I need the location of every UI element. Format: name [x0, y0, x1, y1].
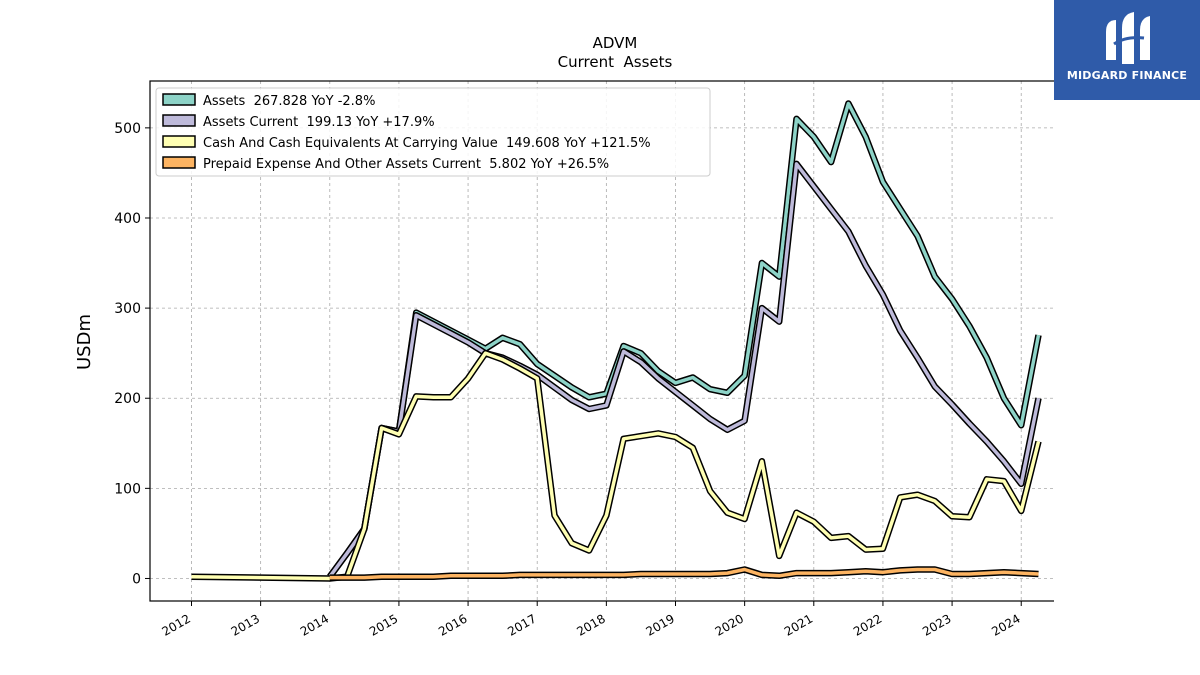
y-tick-label: 100 — [114, 481, 141, 497]
x-tick-label: 2019 — [644, 611, 677, 638]
series-layer — [191, 100, 1042, 582]
y-tick-label: 300 — [114, 301, 141, 317]
legend-swatch-assets-current — [162, 114, 196, 127]
x-tick-label: 2023 — [920, 611, 953, 638]
x-tick-label: 2013 — [229, 611, 262, 638]
x-tick-label: 2020 — [713, 611, 746, 638]
y-tick-label: 400 — [114, 211, 141, 227]
y-tick-label: 0 — [132, 571, 141, 587]
legend-label-prepaid: Prepaid Expense And Other Assets Current… — [203, 157, 609, 172]
x-axis-ticks: 2012 2013 2014 2015 2016 2017 2018 2019 2020 2021… — [160, 601, 1023, 639]
midgard-finance-logo: MIDGARD FINANCE — [1054, 0, 1200, 100]
legend-swatch-cash — [162, 135, 196, 148]
series-line-prepaid-expense-and-other-assets-current — [329, 567, 1039, 580]
series-outline-assets-current — [327, 160, 1042, 579]
legend-label-cash: Cash And Cash Equivalents At Carrying Va… — [203, 136, 651, 151]
legend-box — [155, 87, 711, 177]
chart-subtitle: Current Assets — [558, 53, 673, 71]
x-tick-label: 2022 — [851, 611, 884, 638]
series-line-cash-and-cash-equivalents-at-carrying-value — [191, 351, 1041, 581]
y-tick-label: 500 — [114, 121, 141, 137]
y-tick-label: 200 — [114, 391, 141, 407]
line-chart: ADVM Current Assets USDm 2012 2013 2014 201… — [74, 34, 1054, 639]
legend: Assets 267.828 YoY -2.8% Assets Current … — [155, 87, 711, 177]
series-line-assets-current — [328, 162, 1041, 578]
x-tick-label: 2024 — [989, 611, 1022, 638]
plot-frame — [149, 80, 1054, 602]
x-tick-label: 2012 — [160, 611, 193, 638]
legend-swatch-assets — [162, 93, 196, 106]
legend-swatch-prepaid — [162, 156, 196, 169]
x-tick-label: 2021 — [782, 611, 815, 638]
x-tick-label: 2018 — [574, 611, 607, 638]
x-tick-label: 2014 — [298, 611, 331, 638]
legend-label-assets-current: Assets Current 199.13 YoY +17.9% — [203, 115, 435, 130]
y-axis-ticks: 0 100 200 300 400 500 — [114, 121, 150, 587]
brand-name: MIDGARD FINANCE — [1066, 69, 1188, 82]
y-axis-label: USDm — [74, 314, 95, 370]
midgard-logo-icon — [1106, 12, 1150, 64]
x-tick-label: 2015 — [367, 611, 400, 638]
chart-title: ADVM — [593, 34, 638, 52]
x-tick-label: 2017 — [505, 611, 538, 638]
legend-label-assets: Assets 267.828 YoY -2.8% — [203, 94, 375, 109]
x-tick-label: 2016 — [436, 611, 469, 638]
